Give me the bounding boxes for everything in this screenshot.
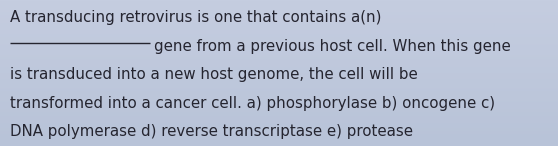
Text: gene from a previous host cell. When this gene: gene from a previous host cell. When thi…	[154, 39, 511, 54]
Text: DNA polymerase d) reverse transcriptase e) protease: DNA polymerase d) reverse transcriptase …	[10, 124, 413, 139]
Text: transformed into a cancer cell. a) phosphorylase b) oncogene c): transformed into a cancer cell. a) phosp…	[10, 96, 495, 111]
Text: is transduced into a new host genome, the cell will be: is transduced into a new host genome, th…	[10, 67, 418, 82]
Text: A transducing retrovirus is one that contains a(n): A transducing retrovirus is one that con…	[10, 10, 382, 25]
